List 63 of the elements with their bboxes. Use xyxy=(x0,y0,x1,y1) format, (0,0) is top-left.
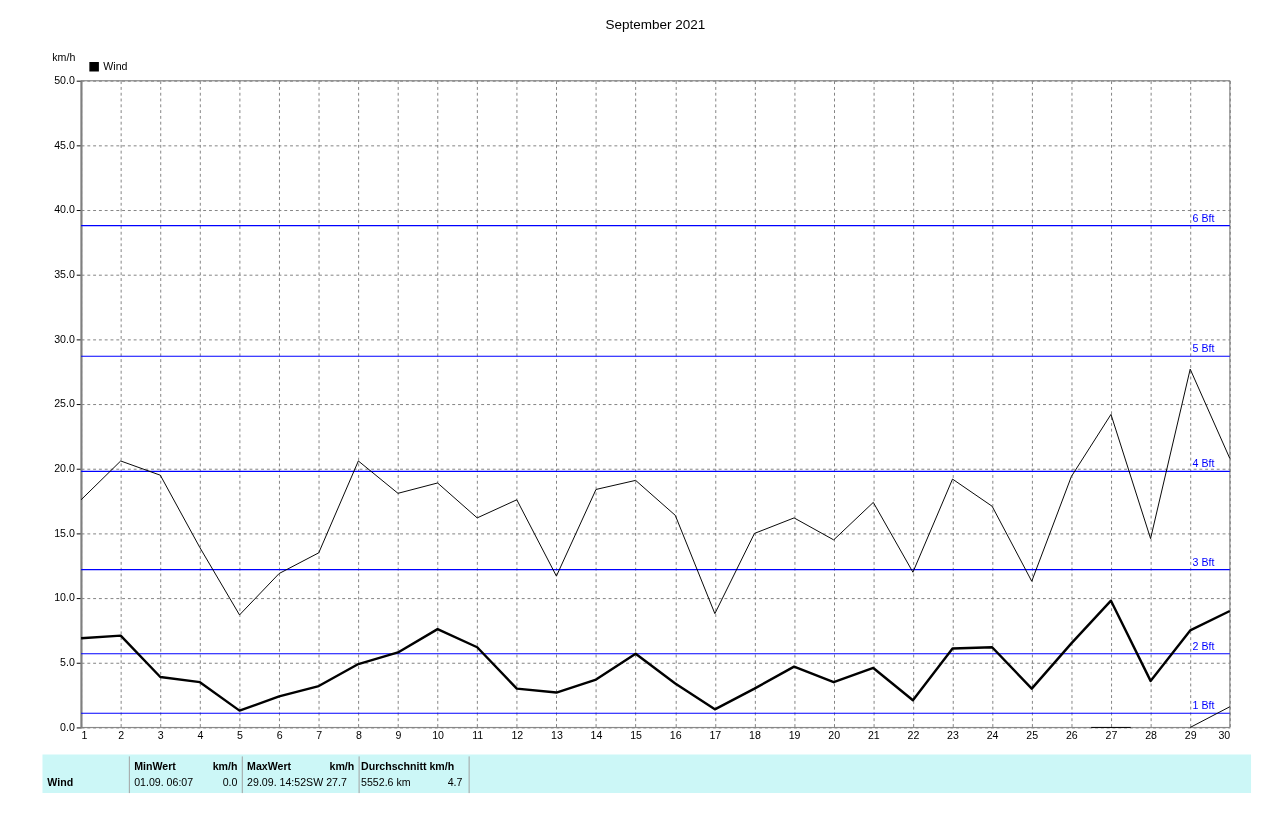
ref-line-label: 1 Bft xyxy=(1192,699,1215,712)
text: 01.09. 06:07 xyxy=(134,776,194,789)
text: 5552.6 km xyxy=(361,776,411,789)
x-tick-label: 29 xyxy=(1184,728,1197,741)
text: MaxWert xyxy=(247,759,292,772)
legend-label: Wind xyxy=(103,59,128,72)
x-tick-label: 17 xyxy=(709,728,722,741)
text: 29.09. 14:52SW 27.7 xyxy=(247,776,347,789)
x-tick-label: 10 xyxy=(432,728,445,741)
y-tick-label: 10.0 xyxy=(54,591,75,604)
y-tick-label: 5.0 xyxy=(60,656,75,669)
ref-line-label: 5 Bft xyxy=(1192,342,1215,355)
x-tick-label: 20 xyxy=(828,728,841,741)
y-axis-title: km/h xyxy=(52,51,76,64)
x-tick-label: 24 xyxy=(986,728,999,741)
text: 0.0 xyxy=(222,776,238,789)
line-series xyxy=(79,599,1232,712)
x-tick-label: 25 xyxy=(1026,728,1039,741)
x-tick-label: 8 xyxy=(355,728,362,741)
y-tick-label: 25.0 xyxy=(54,397,75,410)
x-tick-label: 13 xyxy=(550,728,563,741)
x-tick-label: 15 xyxy=(630,728,643,741)
x-tick-label: 1 xyxy=(81,728,88,741)
chart-title: September 2021 xyxy=(605,16,706,32)
y-tick-label: 15.0 xyxy=(54,526,75,539)
x-tick-label: 14 xyxy=(590,728,603,741)
x-tick-label: 7 xyxy=(316,728,323,741)
line-series xyxy=(80,368,1231,616)
x-tick-label: 30 xyxy=(1218,728,1231,741)
x-tick-label: 6 xyxy=(276,728,283,741)
x-tick-label: 4 xyxy=(197,728,204,741)
y-tick-label: 50.0 xyxy=(54,74,75,87)
y-tick-label: 0.0 xyxy=(60,720,75,733)
x-tick-label: 16 xyxy=(669,728,682,741)
text: Durchschnitt km/h xyxy=(361,759,455,772)
x-tick-label: 27 xyxy=(1105,728,1118,741)
x-tick-label: 23 xyxy=(947,728,959,741)
ref-line-label: 4 Bft xyxy=(1192,457,1215,470)
x-tick-label: 9 xyxy=(395,728,402,741)
x-tick-label: 11 xyxy=(472,728,484,741)
y-tick-label: 45.0 xyxy=(54,138,75,151)
x-tick-label: 2 xyxy=(118,728,125,741)
text: 4.7 xyxy=(447,776,463,789)
y-tick-label: 20.0 xyxy=(54,462,75,475)
y-tick-label: 30.0 xyxy=(54,332,75,345)
x-tick-label: 5 xyxy=(237,728,244,741)
x-tick-label: 12 xyxy=(511,728,524,741)
text: Wind xyxy=(47,776,74,789)
x-tick-label: 28 xyxy=(1145,728,1158,741)
y-tick-label: 40.0 xyxy=(54,203,75,216)
text: km/h xyxy=(329,759,355,772)
ref-line-label: 2 Bft xyxy=(1192,639,1215,652)
x-tick-label: 26 xyxy=(1065,728,1078,741)
ref-line-label: 6 Bft xyxy=(1192,211,1215,224)
x-tick-label: 21 xyxy=(867,728,880,741)
text: km/h xyxy=(212,759,238,772)
y-tick-label: 35.0 xyxy=(54,268,75,281)
x-tick-label: 22 xyxy=(907,728,920,741)
x-tick-label: 19 xyxy=(788,728,801,741)
x-tick-label: 3 xyxy=(157,728,164,741)
ref-line-label: 3 Bft xyxy=(1192,555,1215,568)
text: MinWert xyxy=(134,759,177,772)
x-tick-label: 18 xyxy=(749,728,761,741)
